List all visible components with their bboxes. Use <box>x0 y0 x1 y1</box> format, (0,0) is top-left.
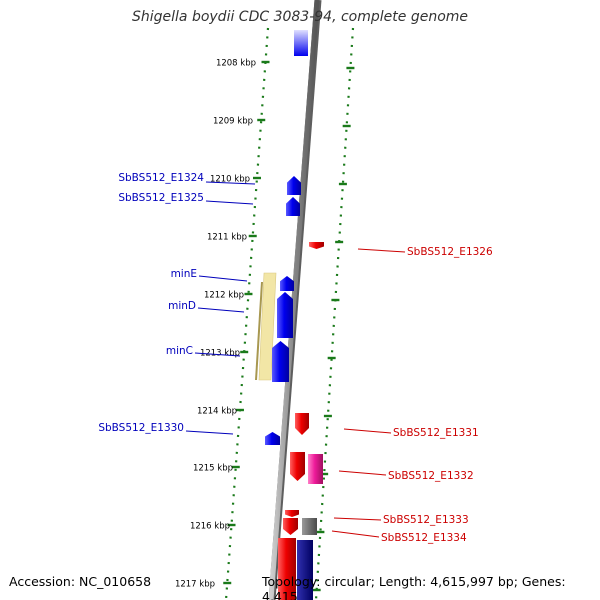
scale-tick-label: 1215 kbp <box>193 464 233 474</box>
scale-tick-label: 1213 kbp <box>200 349 240 359</box>
label-leader-line <box>333 517 382 521</box>
label-leader-line <box>185 430 234 435</box>
genome-backbone <box>268 0 322 600</box>
scale-tick-label: 1209 kbp <box>213 117 253 127</box>
label-leader-line <box>197 307 245 313</box>
scale-tick-label: 1211 kbp <box>207 233 247 243</box>
gene-label-minus: SbBS512_E1333 <box>383 514 469 526</box>
label-leader-line <box>357 248 406 253</box>
gene-label-minus: SbBS512_E1326 <box>407 246 493 258</box>
label-leader-line <box>205 200 254 205</box>
gene-label-plus: SbBS512_E1324 <box>118 172 204 184</box>
gene-arrow-mine <box>280 276 294 291</box>
scale-tick-label: 1212 kbp <box>204 291 244 301</box>
scale-tick-label: 1208 kbp <box>216 59 256 69</box>
label-leader-line <box>338 470 387 476</box>
gene-arrow-sbbs512-e1332-red <box>290 452 305 481</box>
label-leader-line <box>194 352 241 357</box>
operon-band <box>258 272 277 381</box>
label-leader-line <box>198 275 248 282</box>
ring-dotted-guides <box>224 27 355 600</box>
gene-arrow-sbbs512-e1330 <box>265 432 280 445</box>
gene-label-plus: SbBS512_E1330 <box>98 422 184 434</box>
gene-arrow-mind <box>277 292 293 338</box>
gene-arrow-sbbs512-e1331 <box>295 413 309 435</box>
scale-tick-label: 1216 kbp <box>190 522 230 532</box>
scale-tick-label: 1210 kbp <box>210 175 250 185</box>
gene-feature-top <box>294 30 308 56</box>
gene-arrow-sbbs512-e1325 <box>286 197 300 216</box>
label-leader-line <box>331 530 380 538</box>
backbone-line <box>268 0 320 600</box>
gene-arrow-sbbs512-e1324 <box>287 176 301 195</box>
gene-label-plus: minE <box>171 268 197 280</box>
gene-label-minus: SbBS512_E1332 <box>388 470 474 482</box>
gene-label-plus: SbBS512_E1325 <box>118 192 204 204</box>
operon-band-edge <box>255 281 263 381</box>
gene-box-navy-bottom <box>297 540 313 600</box>
gene-label-minus: SbBS512_E1334 <box>381 532 467 544</box>
label-leader-line <box>205 181 256 185</box>
gene-arrow-sbbs512-e1326 <box>309 242 324 249</box>
gene-box-red-bottom <box>278 538 296 600</box>
gene-features <box>265 30 324 600</box>
gene-arrow-sbbs512-e1333 <box>283 518 298 535</box>
scale-tick-label: 1214 kbp <box>197 407 237 417</box>
gene-arrow-sbbs512-e1333-cap <box>285 510 299 517</box>
gene-labels: SbBS512_E1324 SbBS512_E1325 minE minD minC Sb… <box>98 172 493 544</box>
scale-ticks: 1208 kbp 1209 kbp 1210 kbp 1211 kbp 1212 kbp… <box>175 59 355 592</box>
map-title: Shigella boydii CDC 3083-94, complete ge… <box>131 9 469 25</box>
genome-summary-text: Topology: circular; Length: 4,615,997 bp… <box>262 574 566 600</box>
accession-text: Accession: NC_010658 <box>9 574 152 589</box>
gene-label-minus: SbBS512_E1331 <box>393 427 479 439</box>
inner-dotted-ring <box>224 27 270 600</box>
outer-dotted-ring <box>314 27 355 600</box>
scale-tick-label: 1217 kbp <box>175 580 215 590</box>
gene-box-sbbs512-e1332-pink <box>308 454 323 484</box>
gene-label-plus: minC <box>166 345 193 357</box>
label-leader-line <box>343 428 392 434</box>
gene-box-gray <box>302 518 317 535</box>
operon-shading <box>255 272 277 381</box>
gene-arrow-minc <box>272 341 289 382</box>
gene-label-plus: minD <box>168 300 196 312</box>
